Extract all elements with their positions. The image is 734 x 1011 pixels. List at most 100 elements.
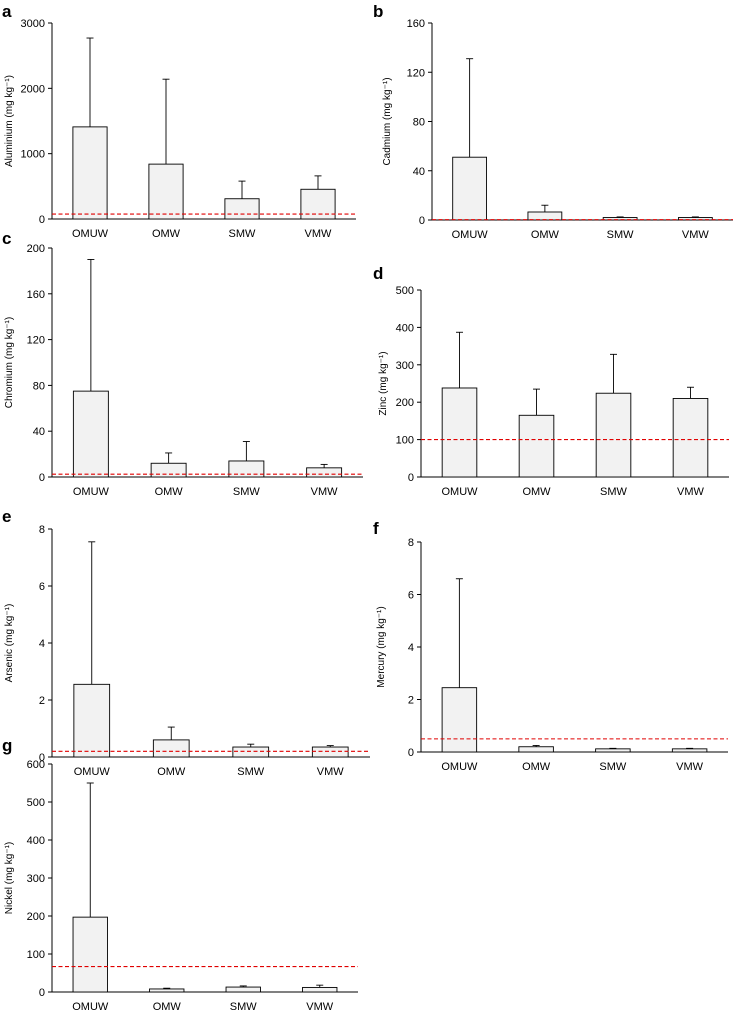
panel-c: c Chromium (mg kg⁻¹) 0 40 80 120 160 200 OMUW OMW… [2,229,363,498]
panel-b-letter: b [373,2,383,21]
panel-a-y-axis-label: Aluminium (mg kg⁻¹) [4,75,15,167]
panel-d-y-axis-label: Zinc (mg kg⁻¹) [378,351,389,415]
panel-g-y-axis-label: Nickel (mg kg⁻¹) [4,842,15,915]
panel-f-category-label-omw: OMW [522,761,551,773]
panel-d-category-label-omuw: OMUW [441,486,478,498]
panel-e-category-label-vmw: VMW [317,766,345,778]
panel-f-category-label-smw: SMW [599,761,627,773]
panel-d-letter: d [373,264,383,283]
panel-a-bar-omw [148,163,184,220]
panel-g-y-tick-label: 500 [27,797,45,809]
panel-e-bar-vmw [311,746,349,758]
panel-b-bar-omw [527,211,563,221]
panel-d-category-label-omw: OMW [522,486,551,498]
panel-c-category-label-omw: OMW [155,486,184,498]
panel-g-category-label-vmw: VMW [306,1001,334,1011]
panel-f-category-label-vmw: VMW [676,761,704,773]
panel-f-bar-omuw [441,687,478,753]
panel-b-bar-omuw [452,156,488,221]
panel-g-y-tick-label: 600 [27,759,45,771]
panel-c-y-tick-label: 80 [33,380,45,392]
panel-c-bar-omw [150,462,187,478]
panel-e-y-tick-label: 6 [39,581,45,593]
panel-d-bar-omuw [441,387,478,478]
panel-b-category-label-omw: OMW [531,229,560,241]
panel-e-bar-smw [232,746,270,758]
panel-d-bar-smw [595,392,632,478]
panel-a-category-label-omw: OMW [152,228,181,240]
panel-d-y-tick-label: 100 [396,435,414,447]
panel-b-y-tick-label: 160 [407,18,425,30]
panel-b-y-tick-label: 120 [407,67,425,79]
panel-e-letter: e [2,507,11,526]
panel-f-y-tick-label: 0 [408,747,414,759]
panel-a-bar-omuw [72,126,108,220]
panel-g-bar-vmw [302,986,338,993]
panel-f-bar-vmw [671,748,708,753]
panel-a-letter: a [2,2,12,21]
panel-f-y-tick-label: 6 [408,590,414,602]
panel-e-y-tick-label: 8 [39,524,45,536]
panel-g: g Nickel (mg kg⁻¹) 0 100 200 300 400 500 600 OMUW… [2,736,358,1011]
panel-f-category-label-omuw: OMUW [441,761,478,773]
panel-f-bar-omw [518,746,554,753]
panel-d-y-tick-label: 200 [396,397,414,409]
panel-d-y-tick-label: 400 [396,322,414,334]
panel-a-category-label-vmw: VMW [305,228,333,240]
panel-c-bar-vmw [306,467,343,478]
panel-c-bar-omuw [72,390,109,478]
panel-g-bar-omw [149,988,185,993]
panel-g-y-tick-label: 400 [27,835,45,847]
panel-a-y-tick-label: 1000 [21,149,45,161]
panel-e-bar-omuw [73,683,111,758]
panel-b-y-tick-label: 40 [413,166,425,178]
panel-e-y-tick-label: 4 [39,638,45,650]
panel-f-y-tick-label: 4 [408,642,414,654]
panel-e-category-label-omw: OMW [157,766,186,778]
panel-c-y-axis-label: Chromium (mg kg⁻¹) [4,317,15,408]
panel-c-y-tick-label: 200 [27,243,45,255]
panel-c-category-label-smw: SMW [233,486,261,498]
panel-g-category-label-omw: OMW [153,1001,182,1011]
panel-e-y-tick-label: 2 [39,695,45,707]
panel-g-category-label-omuw: OMUW [72,1001,109,1011]
panel-c-category-label-vmw: VMW [311,486,339,498]
panel-g-y-tick-label: 0 [39,987,45,999]
panel-g-y-tick-label: 200 [27,911,45,923]
panel-f-y-axis-label: Mercury (mg kg⁻¹) [376,606,387,687]
panel-b-category-label-vmw: VMW [682,229,710,241]
panel-e-y-tick-label: 0 [39,752,45,764]
panel-c-category-label-omuw: OMUW [73,486,110,498]
panel-g-y-tick-label: 100 [27,949,45,961]
panel-d-y-tick-label: 0 [408,472,414,484]
panel-d-category-label-smw: SMW [600,486,628,498]
panel-g-category-label-smw: SMW [230,1001,258,1011]
panel-c-y-tick-label: 0 [39,472,45,484]
panel-e-category-label-smw: SMW [237,766,265,778]
panel-a: a Aluminium (mg kg⁻¹) 0 1000 2000 3000 OMUW OMW… [2,2,356,240]
panel-c-letter: c [2,229,11,248]
panel-a-bar-smw [224,198,260,220]
panel-e-category-label-omuw: OMUW [74,766,111,778]
panel-g-letter: g [2,736,12,755]
panel-b-y-tick-label: 0 [419,215,425,227]
panel-d-y-tick-label: 300 [396,360,414,372]
panel-a-y-tick-label: 3000 [21,18,45,30]
panel-a-category-label-omuw: OMUW [72,228,109,240]
panel-a-y-tick-label: 2000 [21,83,45,95]
panel-c-y-tick-label: 160 [27,289,45,301]
panel-c-y-tick-label: 40 [33,426,45,438]
panel-f: f Mercury (mg kg⁻¹) 0 2 4 6 8 OMUW OMW SMW VMW [373,519,728,773]
panel-e: e Arsenic (mg kg⁻¹) 0 2 4 6 8 OMUW OMW SMW VMW [2,507,370,778]
panel-g-bar-smw [225,986,261,993]
panel-f-y-tick-label: 2 [408,695,414,707]
panel-d-y-tick-label: 500 [396,285,414,297]
panel-e-y-axis-label: Arsenic (mg kg⁻¹) [4,604,15,683]
panel-f-letter: f [373,519,379,538]
panel-d: d Zinc (mg kg⁻¹) 0 100 200 300 400 500 OMUW OMW SM… [373,264,729,498]
panel-b-y-tick-label: 80 [413,117,425,129]
panel-a-y-tick-label: 0 [39,214,45,226]
panel-g-bar-omuw [72,916,108,993]
panel-e-bar-omw [152,739,190,758]
panel-d-bar-vmw [672,398,709,478]
